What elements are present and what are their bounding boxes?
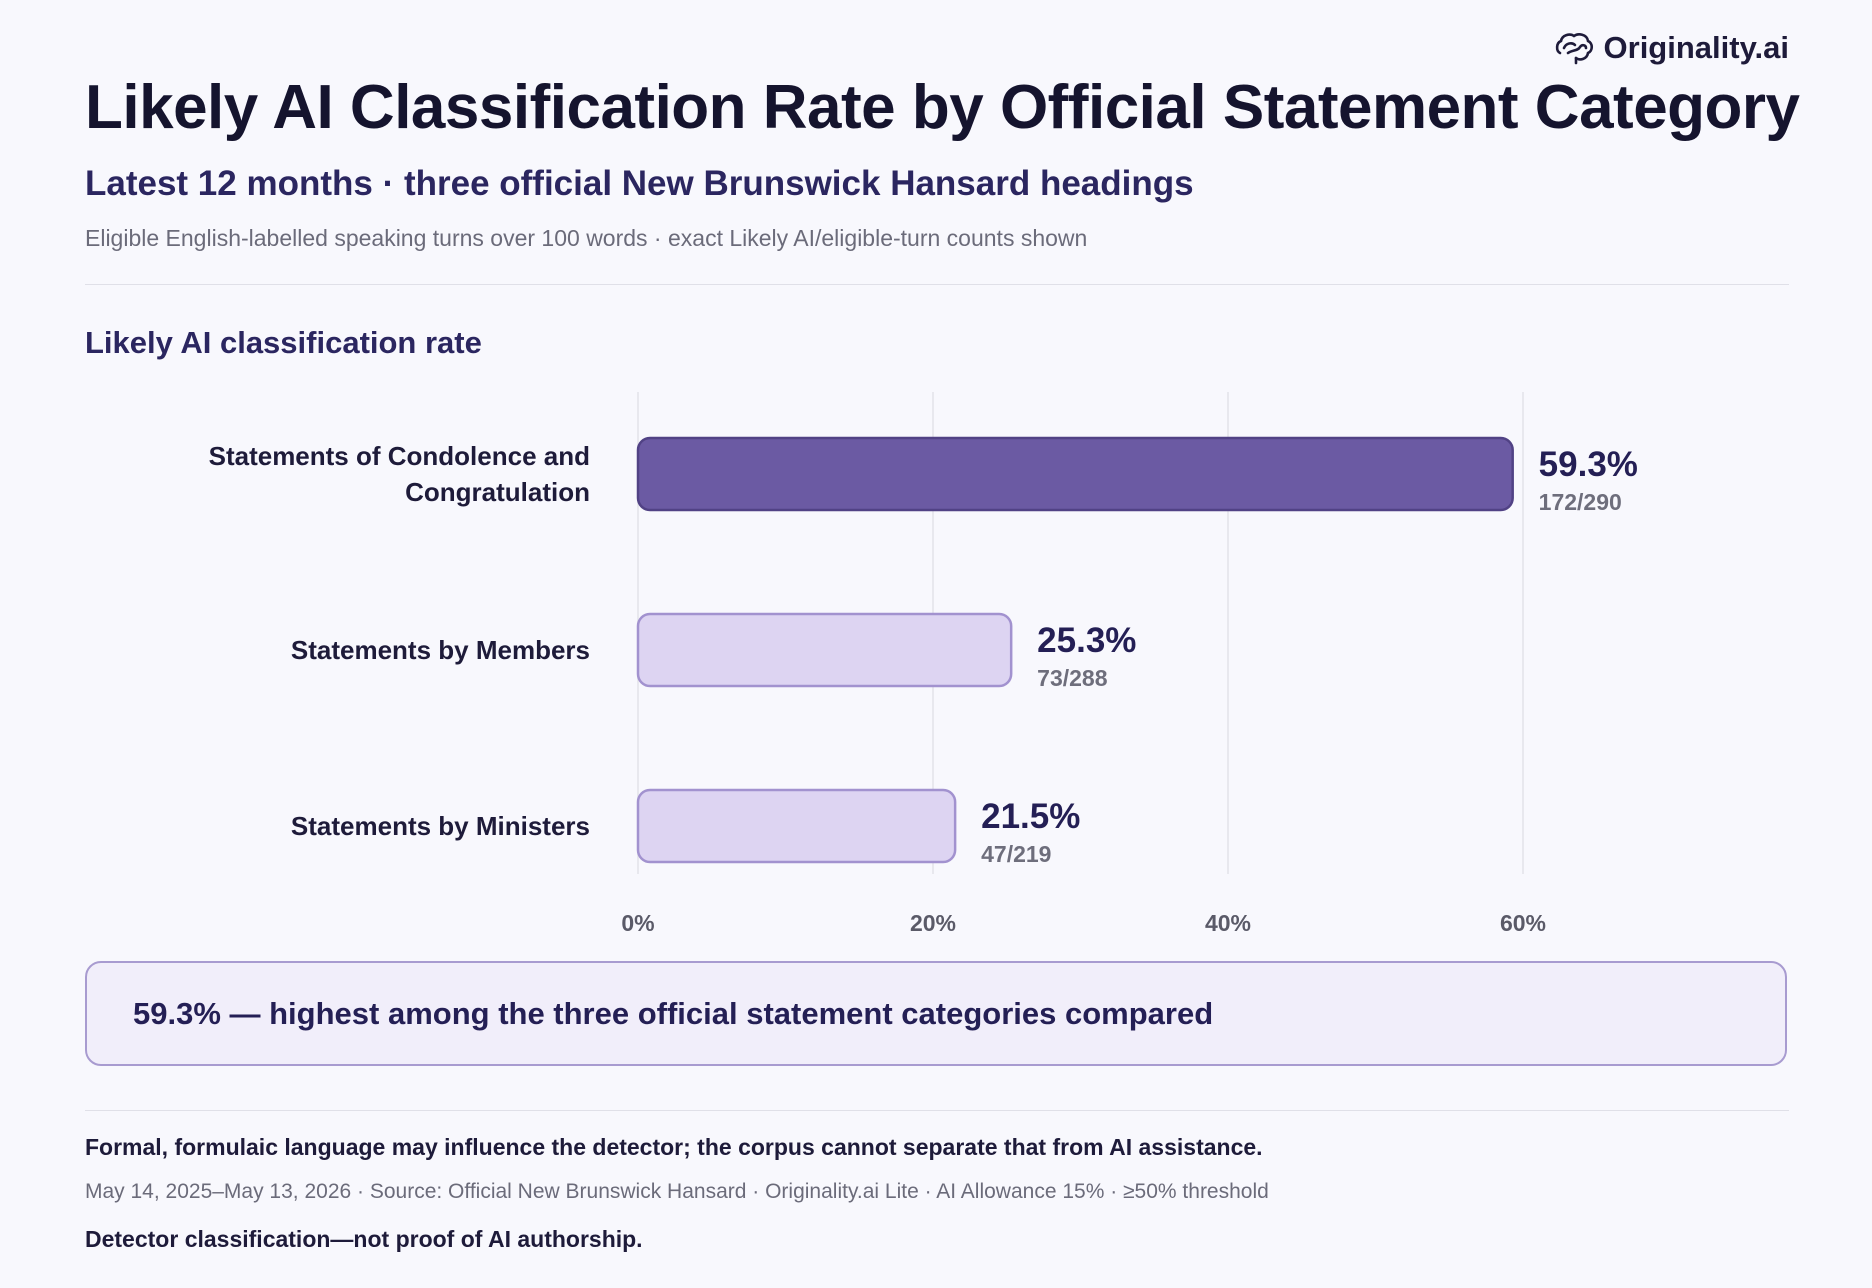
- category-label: Statements of Condolence and Congratulati…: [209, 441, 590, 507]
- x-tick-label: 0%: [621, 910, 654, 936]
- value-label: 59.3%: [1539, 445, 1638, 484]
- page-title: Likely AI Classification Rate by Officia…: [85, 73, 1800, 142]
- value-label: 21.5%: [981, 797, 1080, 836]
- page-note: Eligible English-labelled speaking turns…: [85, 225, 1088, 251]
- bar-chart: 0% 20% 40% 60% Statements of Condolence and C…: [209, 392, 1638, 936]
- x-tick-label: 40%: [1205, 910, 1251, 936]
- count-label: 172/290: [1539, 489, 1622, 515]
- category-label: Statements by Ministers: [291, 811, 590, 841]
- category-label: Statements by Members: [291, 635, 590, 665]
- chart-title: Likely AI classification rate: [85, 325, 482, 360]
- footer-divider: [85, 1110, 1789, 1111]
- count-label: 47/219: [981, 841, 1051, 867]
- footer-caveat: Formal, formulaic language may influence…: [85, 1134, 1263, 1160]
- x-tick-label: 20%: [910, 910, 956, 936]
- x-tick-label: 60%: [1500, 910, 1546, 936]
- value-label: 25.3%: [1037, 621, 1136, 660]
- brand-logo: Originality.ai: [1554, 30, 1789, 66]
- bar: [636, 612, 1013, 688]
- footer-meta: May 14, 2025–May 13, 2026 · Source: Offi…: [85, 1180, 1269, 1203]
- count-label: 73/288: [1037, 665, 1108, 691]
- brain-icon: [1555, 33, 1593, 65]
- bar: [636, 436, 1514, 512]
- brand-name: Originality.ai: [1603, 30, 1789, 65]
- header-divider: [85, 284, 1789, 285]
- page-subtitle: Latest 12 months · three official New Br…: [85, 164, 1194, 203]
- highlight-callout: 59.3% — highest among the three official…: [85, 961, 1787, 1066]
- bar: [636, 788, 957, 864]
- footer-disclaimer: Detector classification—not proof of AI …: [85, 1226, 643, 1252]
- callout-text: 59.3% — highest among the three official…: [133, 995, 1214, 1031]
